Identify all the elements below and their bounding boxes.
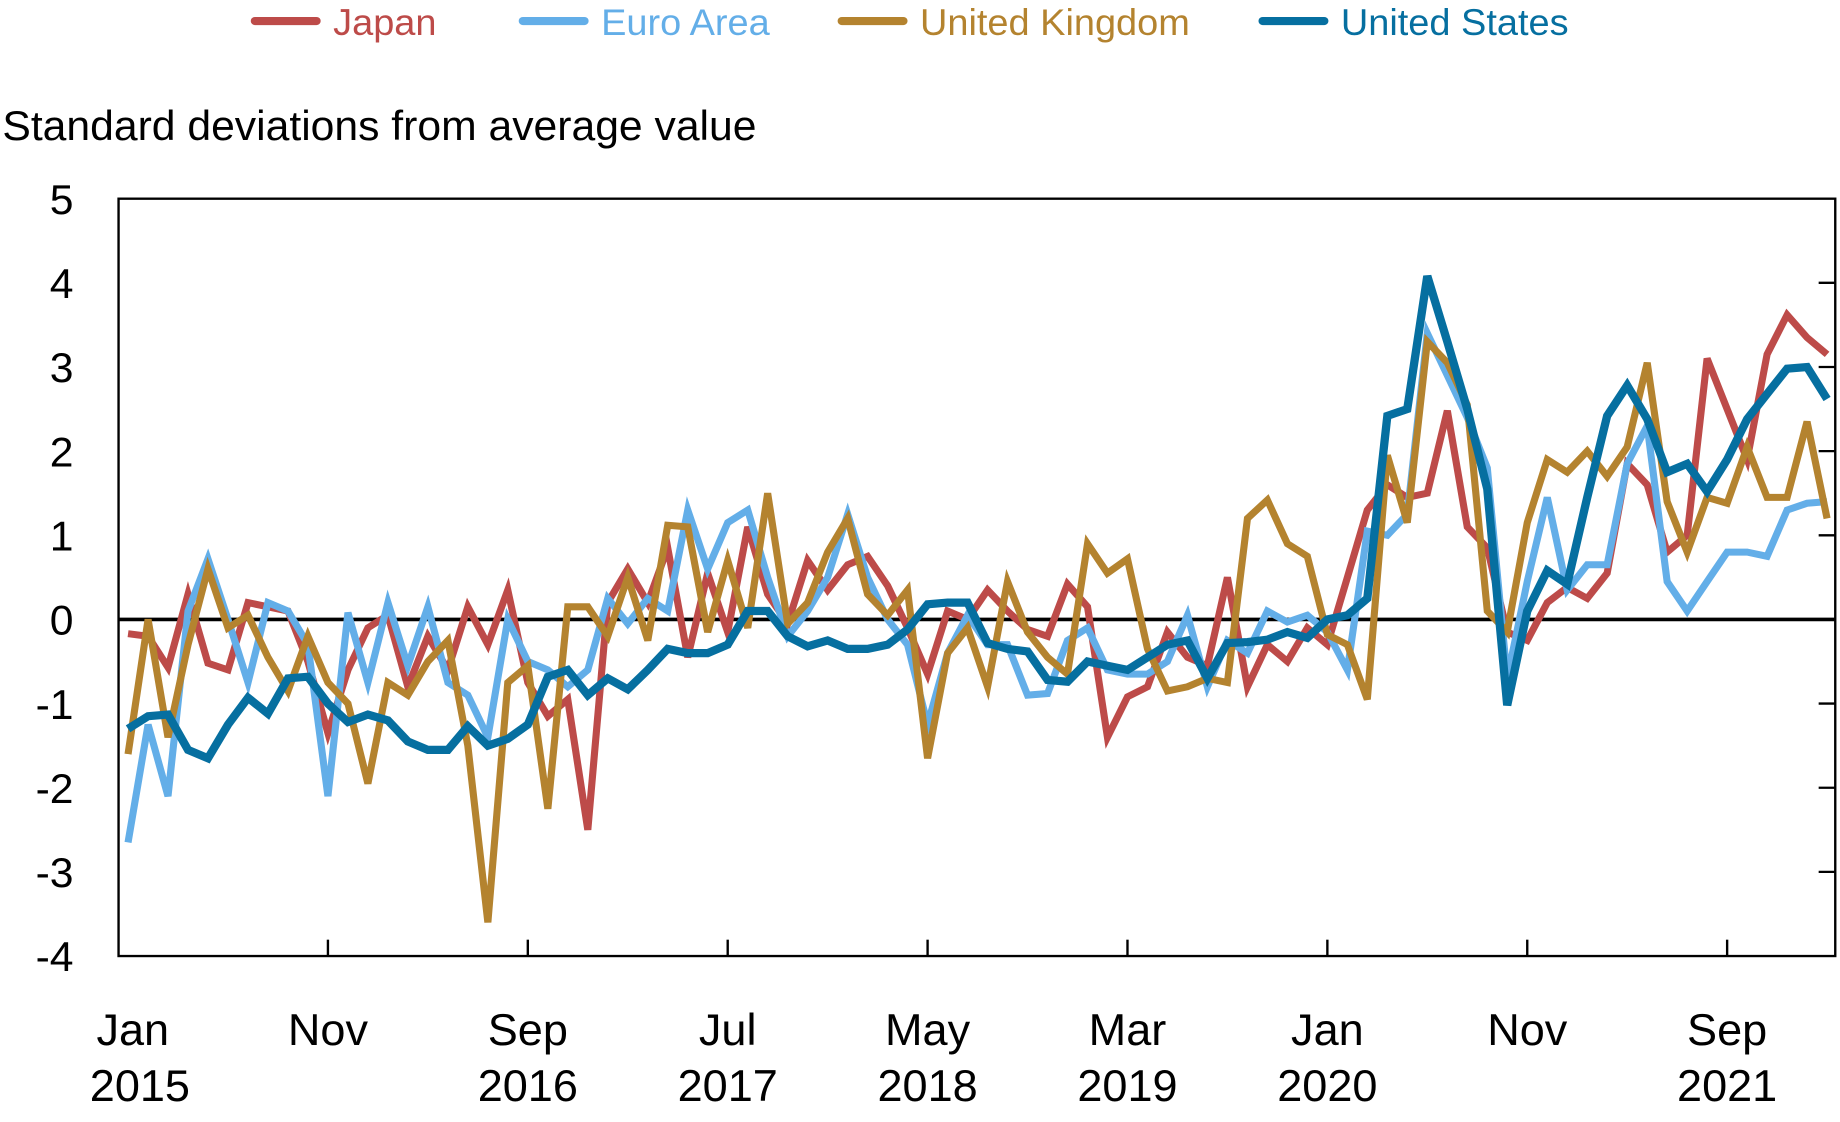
x-tick-month: Jul [699,1006,757,1055]
x-tick-year: 2021 [1677,1062,1777,1111]
x-tick-year: 2020 [1277,1062,1377,1111]
x-tick-month: Nov [288,1006,369,1055]
y-tick-label: 4 [50,260,74,307]
x-tick-month: Jan [96,1006,169,1055]
series-line-united-kingdom [124,333,1831,923]
legend-label: Japan [333,1,436,43]
x-tick-year: 2016 [478,1062,578,1111]
series-lines [124,274,1831,923]
y-tick-label: -4 [36,934,74,981]
series-line-euro-area [124,320,1828,844]
x-tick-year: 2019 [1077,1062,1177,1111]
y-tick-label: 2 [50,429,74,476]
series-line-japan [127,308,1830,831]
legend-label: United Kingdom [920,1,1190,43]
plot-frame [117,197,1837,958]
y-tick-label: -2 [36,765,74,812]
y-tick-labels: 5 4 3 2 1 0 -1 -2 -3 -4 [36,176,74,980]
legend-item-japan: Japan [250,1,436,43]
legend-label: Euro Area [601,1,770,43]
x-tick-month: Jan [1291,1006,1364,1055]
legend-item-united-states: United States [1258,1,1569,43]
y-axis-label: Standard deviations from average value [2,103,756,150]
x-tick-labels: Jan 2015 Nov Sep 2016 Jul 2017 May 2018 Mar 2019 Ja… [90,1006,1777,1111]
legend-item-united-kingdom: United Kingdom [837,1,1190,43]
legend-label: United States [1341,1,1569,43]
x-tick-year: 2015 [90,1062,190,1111]
x-tick-year: 2018 [877,1062,977,1111]
x-tick-month: May [885,1006,971,1055]
x-tick-month: Sep [488,1006,568,1055]
x-tick-month: Mar [1089,1006,1167,1055]
legend-item-euro-area: Euro Area [518,1,770,43]
y-tick-label: -3 [36,849,74,896]
x-tick-month: Nov [1487,1006,1568,1055]
y-tick-label: 0 [50,597,74,644]
y-tick-label: 3 [50,344,74,391]
legend: Japan Euro Area United Kingdom United State… [250,1,1569,43]
y-tick-label: 5 [50,176,74,223]
y-tick-label: -1 [36,681,74,728]
series-line-united-states [125,274,1831,764]
x-tick-month: Sep [1687,1006,1767,1055]
x-tick-year: 2017 [678,1062,778,1111]
y-tick-label: 1 [50,513,74,560]
